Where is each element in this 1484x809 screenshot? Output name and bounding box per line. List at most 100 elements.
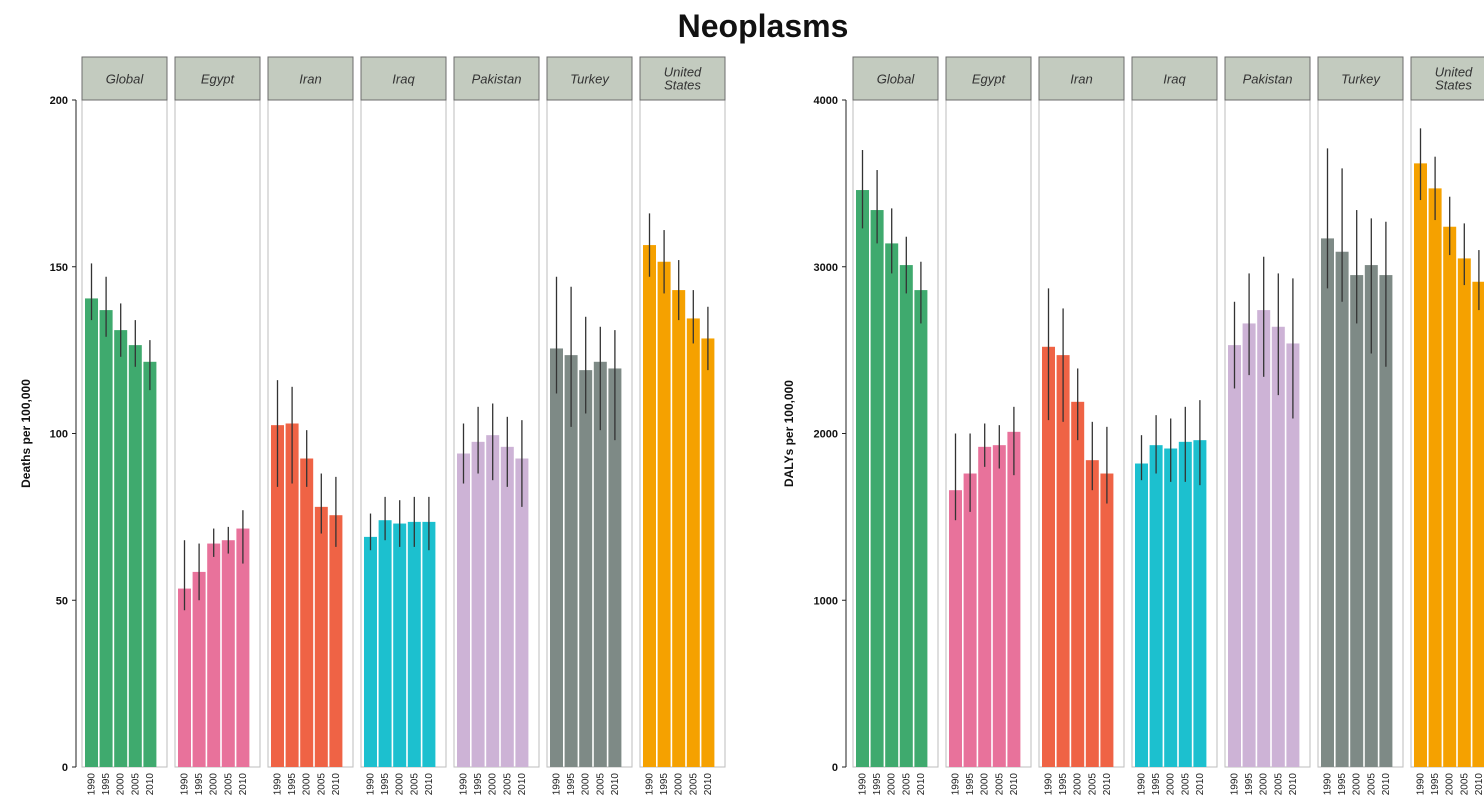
x-tick-label: 2000 (395, 773, 406, 796)
x-tick-label: 2000 (209, 773, 220, 796)
x-tick-label: 2010 (1009, 773, 1020, 796)
x-tick-label: 2010 (1102, 773, 1113, 796)
bar (1228, 345, 1241, 767)
bar (1428, 188, 1442, 767)
facet-strip (174, 56, 261, 101)
bar (407, 521, 421, 767)
x-tick-label: 2005 (1366, 773, 1377, 796)
x-tick-label: 1990 (87, 773, 98, 796)
facet-global: Global 1990 1995 2000 2005 2010 (81, 56, 168, 796)
y-tick-label: 50 (56, 595, 68, 607)
facet-strip (1038, 56, 1125, 101)
facet-iraq: Iraq 1990 1995 2000 2005 2010 (360, 56, 447, 796)
bar (992, 445, 1006, 767)
bar (486, 435, 500, 767)
bar (1335, 251, 1349, 767)
x-tick-label: 2000 (116, 773, 127, 796)
x-tick-label: 2000 (1166, 773, 1177, 796)
facet-strip (267, 56, 354, 101)
facet-strip-label: Global (877, 72, 916, 87)
x-tick-label: 1990 (366, 773, 377, 796)
facet-iran: Iran 1990 1995 2000 2005 2010 (1038, 56, 1125, 796)
x-tick-label: 2000 (1352, 773, 1363, 796)
x-tick-label: 1995 (1337, 773, 1348, 796)
x-tick-label: 2000 (581, 773, 592, 796)
bar (1100, 473, 1114, 767)
x-tick-label: 1990 (180, 773, 191, 796)
bar (701, 338, 715, 767)
x-tick-label: 2005 (1087, 773, 1098, 796)
x-tick-label: 1990 (858, 773, 869, 796)
bar (643, 245, 656, 767)
facet-strip (945, 56, 1032, 101)
bar (192, 571, 206, 767)
bar (1472, 281, 1484, 767)
x-tick-label: 2010 (916, 773, 927, 796)
bar (500, 446, 514, 767)
chart-panel-2: 0 1000 2000 3000 4000 DALYs per 100,000 Global… (782, 56, 1484, 796)
bar (128, 345, 142, 767)
facet-united-states: United States 1990 1995 2000 2005 2010 (1410, 56, 1484, 796)
bar (1350, 275, 1364, 767)
facet-strip (852, 56, 939, 101)
x-tick-label: 2005 (1273, 773, 1284, 796)
bar (114, 330, 128, 767)
x-tick-label: 2005 (994, 773, 1005, 796)
bar (1193, 440, 1207, 767)
x-tick-label: 2000 (887, 773, 898, 796)
facet-strip (1317, 56, 1404, 101)
bar (1271, 326, 1285, 767)
bar (221, 540, 235, 767)
bar (85, 298, 98, 767)
x-tick-label: 2010 (517, 773, 528, 796)
bar (236, 528, 250, 767)
bar (314, 506, 328, 767)
x-tick-label: 2005 (901, 773, 912, 796)
bar (579, 370, 593, 767)
x-tick-label: 1990 (1416, 773, 1427, 796)
facet-strip-label: Iran (1070, 72, 1092, 87)
bar (271, 425, 284, 767)
bar (457, 453, 470, 767)
bar (963, 473, 977, 767)
facet-strip (1410, 56, 1484, 101)
bar (1135, 463, 1148, 767)
y-tick-label: 150 (50, 262, 68, 274)
bar (564, 355, 578, 767)
bar (657, 261, 671, 767)
bar (1414, 163, 1427, 768)
bar (1379, 275, 1393, 767)
bar (914, 290, 928, 767)
x-tick-label: 1995 (659, 773, 670, 796)
bar (1257, 310, 1271, 767)
bar (593, 361, 607, 767)
facet-egypt: Egypt 1990 1995 2000 2005 2010 (945, 56, 1032, 796)
x-tick-label: 2000 (488, 773, 499, 796)
x-tick-label: 1995 (1430, 773, 1441, 796)
x-tick-label: 2005 (502, 773, 513, 796)
facet-strip-label: Egypt (972, 72, 1007, 87)
x-tick-label: 2005 (688, 773, 699, 796)
bar (949, 490, 962, 767)
x-tick-label: 2010 (1288, 773, 1299, 796)
bar (285, 423, 299, 767)
chart-panel-1: 0 50 100 150 200 Deaths per 100,000 Global 1990… (19, 56, 726, 796)
facet-strip-label: Pakistan (1243, 72, 1293, 87)
x-tick-label: 2005 (1459, 773, 1470, 796)
x-tick-label: 1990 (1137, 773, 1148, 796)
y-axis-label: Deaths per 100,000 (19, 379, 33, 488)
facet-strip-label: Iraq (392, 72, 415, 87)
bar (178, 588, 191, 767)
x-tick-label: 2010 (1195, 773, 1206, 796)
x-tick-label: 1990 (552, 773, 563, 796)
x-tick-label: 2005 (595, 773, 606, 796)
x-tick-label: 1995 (1244, 773, 1255, 796)
bar (856, 190, 869, 768)
bar (1071, 401, 1085, 767)
bar (1178, 441, 1192, 767)
bar (899, 265, 913, 767)
bar (550, 348, 563, 767)
facet-iraq: Iraq 1990 1995 2000 2005 2010 (1131, 56, 1218, 796)
x-tick-label: 2010 (238, 773, 249, 796)
bar (672, 290, 686, 767)
